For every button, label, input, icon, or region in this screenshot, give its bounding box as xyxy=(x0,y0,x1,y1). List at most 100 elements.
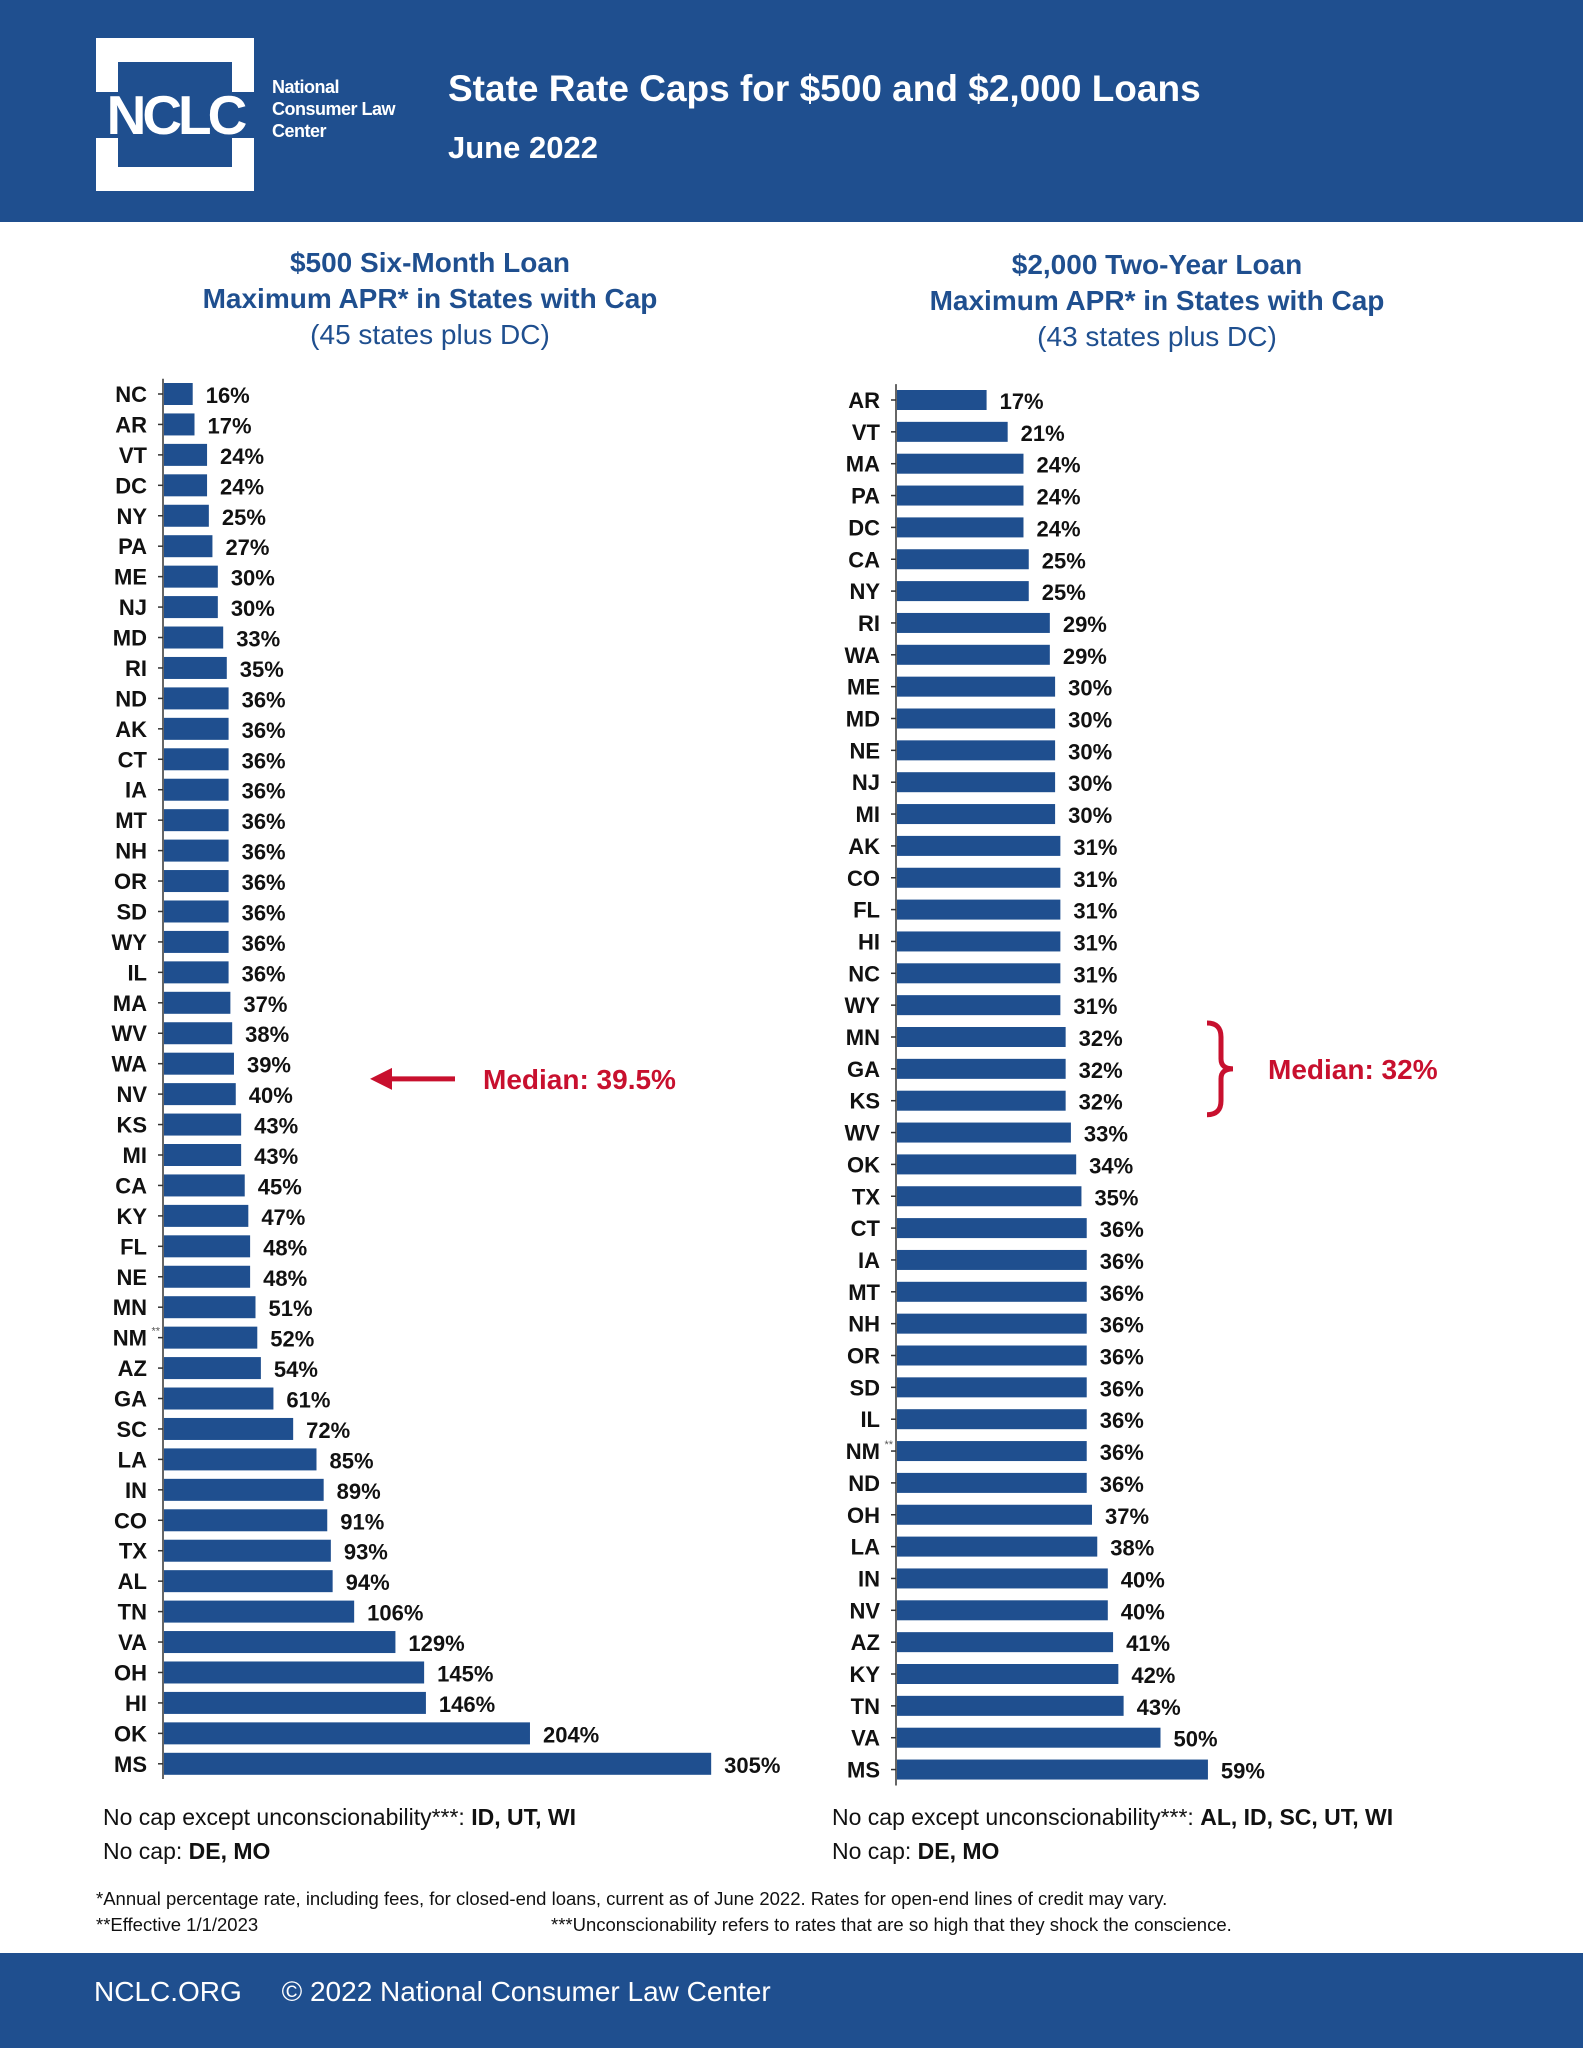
bar xyxy=(164,1417,294,1440)
bar xyxy=(164,687,229,710)
value-label: 34% xyxy=(1089,1153,1133,1178)
bar xyxy=(897,1536,1098,1557)
logo-org-name: National Consumer Law Center xyxy=(272,76,396,142)
bar xyxy=(897,804,1056,825)
category-label: IA xyxy=(858,1248,880,1273)
category-label: MI xyxy=(123,1143,147,1168)
value-label: 40% xyxy=(1121,1599,1165,1624)
value-label: 48% xyxy=(263,1266,307,1291)
value-label: 17% xyxy=(1000,389,1044,414)
category-label: VA xyxy=(118,1630,147,1655)
logo-name-line: National xyxy=(272,77,340,97)
value-label: 24% xyxy=(220,444,264,469)
value-label: 36% xyxy=(242,748,286,773)
category-label: NH xyxy=(115,839,147,864)
value-label: 32% xyxy=(1079,1058,1123,1083)
value-label: 31% xyxy=(1073,962,1117,987)
value-label: 43% xyxy=(254,1144,298,1169)
value-label: 30% xyxy=(1068,739,1112,764)
value-label: 36% xyxy=(1100,1249,1144,1274)
bar xyxy=(897,772,1056,793)
bar xyxy=(897,1249,1087,1270)
value-label: 146% xyxy=(439,1692,495,1717)
bar xyxy=(897,1472,1087,1493)
bar xyxy=(897,1727,1161,1748)
value-label: 36% xyxy=(242,809,286,834)
category-label: TX xyxy=(119,1539,147,1564)
category-label: NM xyxy=(113,1326,147,1351)
footnote-effective: **Effective 1/1/2023 xyxy=(96,1914,259,1935)
bar xyxy=(897,1504,1092,1525)
bar xyxy=(164,870,229,893)
category-label: NV xyxy=(849,1598,880,1623)
bar xyxy=(164,717,229,740)
category-label: NY xyxy=(116,504,147,529)
value-label: 31% xyxy=(1073,899,1117,924)
bar xyxy=(164,1357,261,1380)
category-label: OR xyxy=(847,1344,880,1369)
bar xyxy=(897,1759,1208,1780)
bar xyxy=(164,809,229,832)
value-label: 37% xyxy=(1105,1504,1149,1529)
logo-text: NCLC xyxy=(106,84,248,146)
value-label: 30% xyxy=(231,596,275,621)
category-label: NC xyxy=(115,382,147,407)
category-label: VT xyxy=(852,420,881,445)
bar xyxy=(164,1752,712,1775)
bar xyxy=(164,1022,233,1045)
bar xyxy=(897,581,1029,602)
bar xyxy=(897,708,1056,729)
category-label: OK xyxy=(847,1152,880,1177)
value-label: 36% xyxy=(242,779,286,804)
category-label: TX xyxy=(852,1184,880,1209)
category-label: NM xyxy=(846,1439,880,1464)
bar xyxy=(164,1387,274,1410)
bar xyxy=(897,517,1024,538)
value-label: 31% xyxy=(1073,994,1117,1019)
value-label: 31% xyxy=(1073,867,1117,892)
bar xyxy=(897,612,1050,633)
value-label: 32% xyxy=(1079,1026,1123,1051)
footer-site-link[interactable]: NCLC.ORG xyxy=(94,1976,242,2007)
category-label: KY xyxy=(116,1204,147,1229)
category-label: RI xyxy=(125,656,147,681)
bar xyxy=(897,963,1061,984)
category-label: CA xyxy=(115,1173,147,1198)
category-label: DC xyxy=(848,515,880,540)
value-label: 36% xyxy=(1100,1313,1144,1338)
value-label: 59% xyxy=(1221,1759,1265,1784)
bar xyxy=(897,676,1056,697)
category-label: KS xyxy=(849,1089,880,1114)
chart-subtitle: (43 states plus DC) xyxy=(1037,321,1277,352)
category-label: MI xyxy=(856,802,880,827)
category-label: NC xyxy=(848,961,880,986)
value-label: 54% xyxy=(274,1357,318,1382)
category-label: ME xyxy=(114,565,147,590)
bar xyxy=(164,1174,245,1197)
bar xyxy=(164,1570,333,1593)
value-label: 61% xyxy=(286,1388,330,1413)
value-label: 36% xyxy=(242,687,286,712)
value-label: 24% xyxy=(220,474,264,499)
category-label: MD xyxy=(113,626,147,651)
category-label: NJ xyxy=(119,595,147,620)
bar xyxy=(164,900,229,923)
value-label: 72% xyxy=(306,1418,350,1443)
bar xyxy=(897,740,1056,761)
value-label: 45% xyxy=(258,1174,302,1199)
category-label: OK xyxy=(114,1721,147,1746)
value-label: 89% xyxy=(337,1479,381,1504)
chart-title-2000: $2,000 Two-Year Loan Maximum APR* in Sta… xyxy=(807,247,1507,355)
footer-banner xyxy=(0,1953,1583,2048)
logo-name-line: Center xyxy=(272,121,327,141)
value-label: 51% xyxy=(268,1296,312,1321)
bar xyxy=(164,413,195,436)
chart-title-line: $2,000 Two-Year Loan xyxy=(1011,249,1303,280)
value-label: 36% xyxy=(242,840,286,865)
median-arrowhead-icon xyxy=(370,1067,392,1090)
bar xyxy=(164,1722,530,1745)
bar xyxy=(897,1441,1087,1462)
median-label: Median: 39.5% xyxy=(483,1064,676,1095)
bar xyxy=(164,748,229,771)
value-label: 36% xyxy=(1100,1217,1144,1242)
